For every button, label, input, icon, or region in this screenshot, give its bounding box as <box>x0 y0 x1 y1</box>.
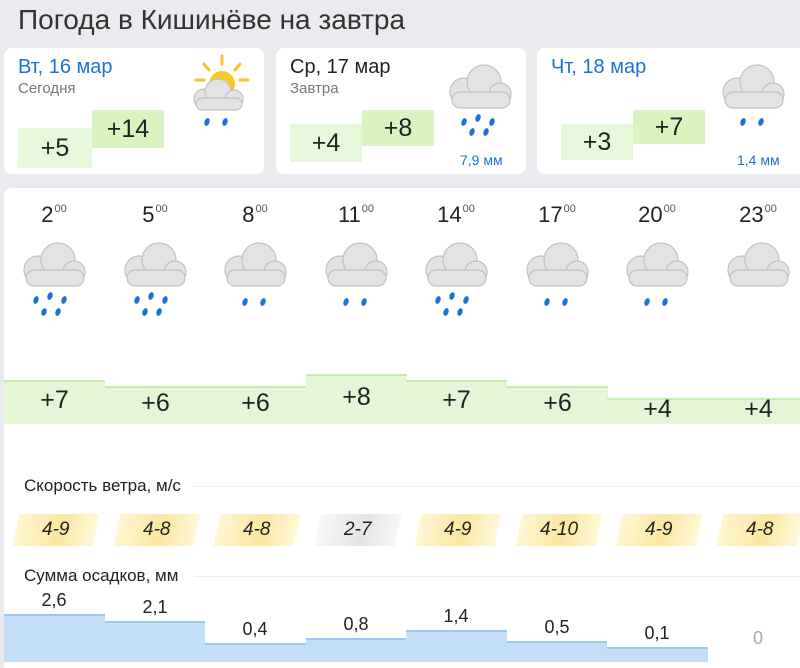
precip-bar <box>105 620 205 662</box>
hour-value: 23 <box>739 202 764 227</box>
cloud-icon <box>722 236 796 323</box>
wind-value: 4-8 <box>143 519 171 540</box>
cloud-rain-icon <box>18 236 92 323</box>
day-card-today[interactable]: Вт, 16 мар Сегодня +5 +14 <box>4 48 264 174</box>
hour-label: 500 <box>105 202 205 228</box>
hour-temp: +6 <box>105 386 206 424</box>
day-temp-max: +7 <box>633 110 705 144</box>
wind-value: 4-10 <box>539 519 579 540</box>
day-temp-max: +8 <box>362 110 434 146</box>
day-precip: 1,4 мм <box>737 152 780 168</box>
cloud-rain-icon <box>420 236 494 323</box>
hour-label: 800 <box>205 202 305 228</box>
precip-section-title: Сумма осадков, мм <box>24 566 179 585</box>
hourly-forecast: 200 +7 4-9 2,6 500 +6 4-8 2,1 800 +6 4-8 0,4 1100 +8 2… <box>4 188 800 668</box>
wind-section-title: Скорость ветра, м/с <box>24 476 181 495</box>
wind-badge: 4-9 <box>615 514 703 546</box>
hour-temp: +7 <box>406 380 507 424</box>
wind-value: 4-8 <box>746 519 774 540</box>
precip-bar <box>306 637 406 662</box>
day-precip: 7,9 мм <box>460 152 503 168</box>
hour-value: 11 <box>337 202 361 227</box>
hour-value: 17 <box>538 202 563 227</box>
page-title: Погода в Кишинёве на завтра <box>18 4 406 35</box>
hour-label: 2300 <box>708 202 800 228</box>
cloud-light-rain-icon <box>521 236 595 323</box>
day-subtitle: Завтра <box>290 80 339 97</box>
hour-value: 20 <box>638 202 663 227</box>
wind-value: 4-9 <box>645 519 673 540</box>
wind-value: 4-9 <box>444 519 472 540</box>
cloud-rain-icon <box>442 58 518 143</box>
hour-value: 5 <box>142 202 155 227</box>
cloud-light-rain-icon <box>320 236 394 323</box>
hour-temp: +8 <box>306 374 407 424</box>
sun-cloud-rain-icon <box>182 54 258 139</box>
divider <box>194 576 800 577</box>
hour-minutes: 00 <box>155 203 168 215</box>
precip-value: 2,1 <box>142 596 168 617</box>
precip-bar <box>406 629 507 662</box>
precip-value: 0,5 <box>544 617 570 638</box>
cloud-light-rain-icon <box>715 58 791 143</box>
wind-value: 4-9 <box>42 519 70 540</box>
precip-value: 0,1 <box>644 622 670 643</box>
precip-value: 2,6 <box>41 590 67 610</box>
hour-label: 1400 <box>406 202 506 228</box>
day-temp-min: +3 <box>561 124 633 160</box>
precip-value: 0,8 <box>343 613 369 634</box>
cloud-rain-icon <box>119 236 193 323</box>
hour-value: 8 <box>242 202 255 227</box>
hour-temp: +6 <box>205 386 306 424</box>
wind-badge: 4-10 <box>515 514 603 546</box>
hour-minutes: 00 <box>54 203 67 215</box>
precip-value: 0 <box>752 628 763 648</box>
day-temp-min: +4 <box>290 124 362 162</box>
hour-minutes: 00 <box>462 203 475 215</box>
precip-value: 1,4 <box>443 605 469 626</box>
wind-badge: 4-9 <box>414 514 502 546</box>
hour-temp: +7 <box>4 380 105 424</box>
day-temp-max: +14 <box>92 110 164 148</box>
hour-temp: +4 <box>708 397 800 424</box>
cloud-light-rain-icon <box>621 236 695 323</box>
precip-bar <box>507 641 607 662</box>
hour-minutes: 00 <box>663 203 676 215</box>
wind-badge: 4-8 <box>716 514 800 546</box>
hour-temp: +4 <box>607 397 708 424</box>
wind-badge: 2-7 <box>314 514 402 546</box>
hour-label: 200 <box>4 202 104 228</box>
day-card-tomorrow[interactable]: Ср, 17 мар Завтра +4 +8 7,9 мм <box>276 48 526 174</box>
hour-label: 1700 <box>507 202 607 228</box>
cloud-light-rain-icon <box>219 236 293 323</box>
precip-bar <box>205 642 306 662</box>
wind-badge: 4-8 <box>213 514 301 546</box>
wind-badge: 4-8 <box>113 514 201 546</box>
wind-badge: 4-9 <box>12 514 100 546</box>
precip-value: 0,4 <box>242 618 268 639</box>
day-temp-min: +5 <box>18 128 92 168</box>
hour-value: 14 <box>437 202 462 227</box>
hour-minutes: 00 <box>563 203 576 215</box>
day-subtitle: Сегодня <box>18 80 76 97</box>
hour-minutes: 00 <box>361 203 375 215</box>
hour-temp: +6 <box>507 386 608 424</box>
day-card-thu[interactable]: Чт, 18 мар +3 +7 1,4 мм <box>537 48 800 174</box>
divider <box>194 486 800 487</box>
day-date: Чт, 18 мар <box>551 56 647 78</box>
hour-label: 1100 <box>306 202 406 228</box>
day-date: Вт, 16 мар <box>18 56 113 78</box>
hour-minutes: 00 <box>255 203 268 215</box>
precip-bar <box>607 646 708 662</box>
day-date: Ср, 17 мар <box>290 56 391 78</box>
wind-value: 2-7 <box>344 519 372 540</box>
precip-bar <box>4 614 105 662</box>
wind-value: 4-8 <box>243 519 271 540</box>
hour-minutes: 00 <box>764 203 777 215</box>
hour-label: 2000 <box>607 202 707 228</box>
hour-value: 2 <box>41 202 54 227</box>
